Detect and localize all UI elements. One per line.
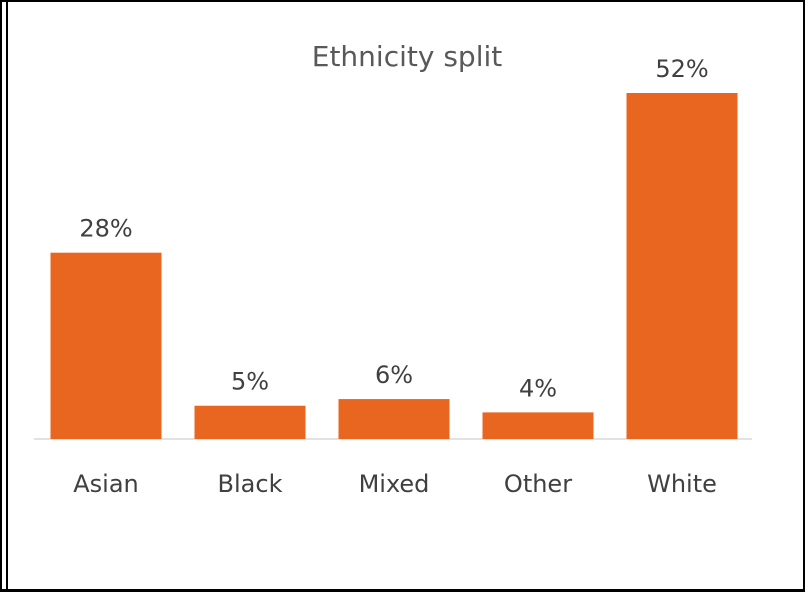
bar-mixed [338, 399, 450, 439]
bar-white [626, 93, 738, 439]
tick-labels-group: Asian Black Mixed Other White [73, 470, 717, 498]
data-labels-group: 28% 5% 6% 4% 52% [79, 55, 708, 402]
chart-title: Ethnicity split [312, 40, 502, 73]
bar-other [482, 412, 594, 439]
data-label-other: 4% [519, 374, 557, 402]
bar-black [194, 405, 306, 439]
data-label-asian: 28% [79, 215, 132, 243]
tick-label-white: White [647, 470, 717, 498]
left-border-rule [6, 0, 8, 592]
tick-label-black: Black [218, 470, 283, 498]
data-label-white: 52% [655, 55, 708, 83]
data-label-black: 5% [231, 368, 269, 396]
tick-label-asian: Asian [73, 470, 139, 498]
data-label-mixed: 6% [375, 361, 413, 389]
tick-label-other: Other [504, 470, 572, 498]
bars-group [50, 93, 738, 439]
bar-asian [50, 252, 162, 439]
tick-label-mixed: Mixed [359, 470, 430, 498]
